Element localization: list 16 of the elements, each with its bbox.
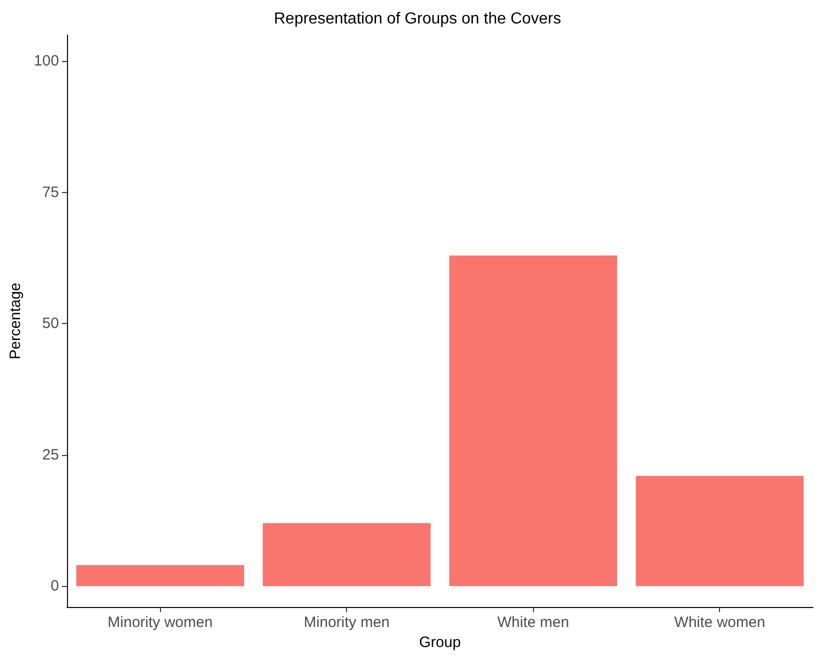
bar	[636, 476, 804, 586]
y-tick-label: 0	[50, 578, 59, 595]
x-tick-label: White women	[674, 614, 766, 632]
y-tick-label: 25	[42, 446, 59, 464]
y-tick-label: 50	[42, 315, 59, 332]
y-axis-title: Percentage	[7, 282, 24, 360]
x-tick-label: White men	[497, 614, 570, 632]
x-tick-label: Minority women	[108, 614, 213, 632]
x-tick-label: Minority men	[304, 614, 390, 632]
y-tick-label: 75	[42, 184, 59, 201]
x-axis-title: Group	[419, 634, 461, 651]
chart-title: Representation of Groups on the Covers	[274, 10, 562, 28]
bar	[76, 565, 244, 586]
y-tick-label: 100	[34, 52, 59, 70]
bar	[449, 255, 618, 586]
bar	[262, 523, 431, 586]
